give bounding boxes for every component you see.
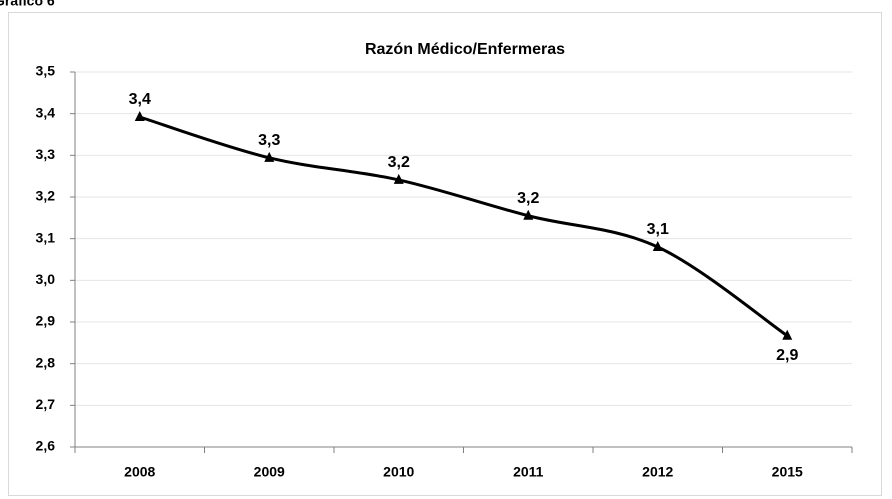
y-tick-label: 2,9 [36,313,56,329]
x-tick-label: 2011 [513,464,544,480]
y-tick-label: 2,8 [36,354,56,370]
y-tick-label: 2,6 [36,438,56,454]
marker [652,241,663,251]
y-tick-label: 3,3 [36,146,56,162]
marker [523,209,534,220]
data-label: 3,2 [388,154,410,171]
y-tick-label: 3,2 [36,188,56,204]
x-tick-label: 2015 [772,464,803,480]
y-tick-label: 3,4 [36,104,56,120]
chart-border [8,12,882,496]
x-tick-label: 2012 [642,464,673,480]
caption: Gráfico 6 [0,0,55,9]
y-tick-label: 3,5 [36,63,56,79]
x-tick-label: 2008 [124,464,155,480]
series-line [139,115,789,337]
data-label: 3,3 [258,132,280,149]
data-label: 3,1 [647,221,669,238]
data-label: 2,9 [776,347,798,364]
x-tick-label: 2009 [254,464,285,480]
marker [264,151,275,162]
marker [393,173,404,184]
marker [134,111,145,121]
chart-title: Razón Médico/Enfermeras [365,41,565,58]
y-tick-label: 2,7 [36,396,56,412]
y-tick-label: 3,1 [36,229,56,245]
data-label: 3,2 [517,190,539,207]
x-tick-label: 2010 [383,464,414,480]
marker [782,329,793,340]
y-tick-label: 3,0 [36,271,56,287]
data-label: 3,4 [129,91,151,108]
